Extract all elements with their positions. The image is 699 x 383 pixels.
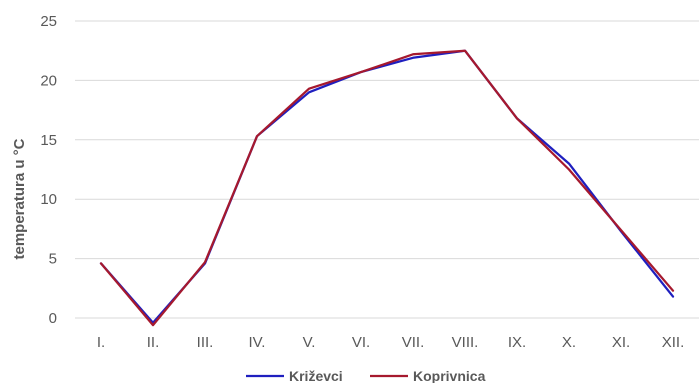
x-tick-label: V. bbox=[303, 334, 316, 351]
x-tick-label: XII. bbox=[662, 334, 685, 351]
y-tick-label: 20 bbox=[40, 72, 57, 89]
legend-label: Križevci bbox=[289, 368, 343, 383]
series-line-2 bbox=[99, 49, 675, 327]
legend: Križevci Koprivnica bbox=[246, 368, 486, 383]
x-tick-label: VII. bbox=[402, 334, 425, 351]
x-tick-label: II. bbox=[147, 334, 160, 351]
x-tick-label: IX. bbox=[508, 334, 526, 351]
x-tick-label: IV. bbox=[249, 334, 266, 351]
x-tick-label: I. bbox=[97, 334, 105, 351]
x-tick-label: XI. bbox=[612, 334, 630, 351]
grid-lines bbox=[75, 20, 699, 319]
y-tick-label: 5 bbox=[49, 251, 57, 268]
y-tick-label: 25 bbox=[40, 13, 57, 30]
x-tick-label: III. bbox=[197, 334, 214, 351]
x-tick-label: VI. bbox=[352, 334, 370, 351]
x-tick-label: VIII. bbox=[452, 334, 479, 351]
x-tick-label: X. bbox=[562, 334, 576, 351]
y-axis-label: temperatura u °C bbox=[11, 138, 28, 259]
series-lines bbox=[99, 49, 675, 327]
y-axis-ticks: 0 5 10 15 20 25 bbox=[40, 13, 57, 327]
y-tick-label: 10 bbox=[40, 191, 57, 208]
y-tick-label: 15 bbox=[40, 132, 57, 149]
y-tick-label: 0 bbox=[49, 310, 57, 327]
legend-label: Koprivnica bbox=[413, 368, 486, 383]
series-line-1 bbox=[99, 49, 675, 324]
x-axis-ticks: I. II. III. IV. V. VI. VII. VIII. IX. X. XI. XII. bbox=[97, 334, 684, 351]
